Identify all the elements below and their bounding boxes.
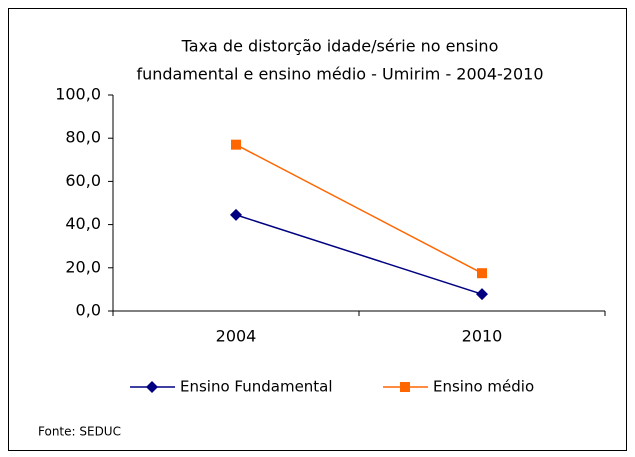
marker xyxy=(231,139,241,150)
y-tick-label: 80,0 xyxy=(65,128,101,147)
chart-border xyxy=(8,8,627,451)
x-tick-label: 2004 xyxy=(216,327,257,346)
legend-label: Ensino Fundamental xyxy=(180,378,333,396)
y-tick-label: 60,0 xyxy=(65,171,101,190)
marker xyxy=(477,268,487,279)
chart-title: Taxa de distorção idade/série no ensino xyxy=(181,37,499,56)
marker xyxy=(476,288,488,301)
y-tick-label: 40,0 xyxy=(65,214,101,233)
y-tick-label: 20,0 xyxy=(65,257,101,276)
source-note: Fonte: SEDUC xyxy=(38,425,121,439)
legend-marker xyxy=(400,382,410,392)
y-tick-label: 100,0 xyxy=(55,85,101,104)
series-line xyxy=(235,144,483,274)
x-tick-label: 2010 xyxy=(462,327,503,346)
series-line xyxy=(235,214,483,295)
marker xyxy=(230,208,242,221)
chart-title: fundamental e ensino médio - Umirim - 20… xyxy=(136,65,543,84)
legend-label: Ensino médio xyxy=(433,378,534,396)
legend-marker xyxy=(146,381,158,393)
y-tick-label: 0,0 xyxy=(76,301,101,320)
